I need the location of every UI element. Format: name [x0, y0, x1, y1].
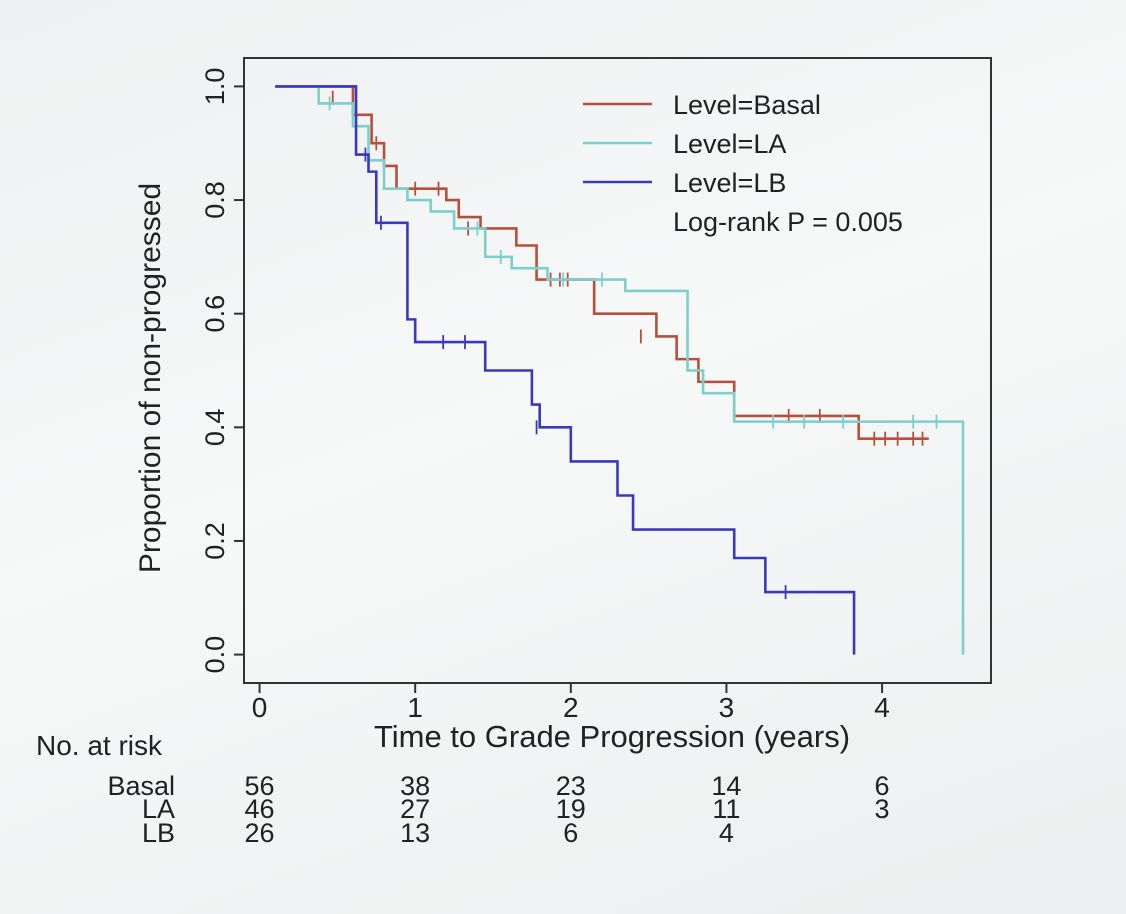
x-tick-label: 4	[874, 692, 890, 723]
risk-row-label: LB	[142, 818, 175, 848]
log-rank-annotation: Log-rank P = 0.005	[673, 207, 903, 237]
risk-row-label: Basal	[107, 771, 175, 801]
risk-count: 27	[400, 794, 430, 824]
x-axis-label: Time to Grade Progression (years)	[374, 719, 850, 754]
legend-label-2: Level=LB	[673, 168, 786, 198]
y-tick-label: 1.0	[200, 68, 230, 106]
risk-count: 11	[712, 794, 740, 824]
risk-count: 38	[400, 771, 430, 801]
risk-count: 26	[245, 818, 275, 848]
x-tick-label: 1	[407, 692, 423, 723]
axes: 0 1 2 3 4 0.0 0.2 0.4 0.6 0.8 1.0	[200, 68, 890, 723]
risk-count: 23	[556, 771, 586, 801]
series-line-0	[275, 85, 929, 440]
risk-table-title: No. at risk	[36, 730, 163, 761]
risk-count: 19	[556, 794, 586, 824]
plot-frame	[243, 57, 992, 684]
series-line-2	[275, 85, 856, 655]
y-tick-label: 0.2	[200, 522, 230, 560]
legend-label-0: Level=Basal	[673, 90, 821, 120]
series-layer	[275, 85, 965, 655]
y-tick-label: 0.0	[200, 636, 230, 674]
risk-count: 4	[719, 818, 734, 848]
risk-count: 46	[245, 794, 275, 824]
y-axis-label: Proportion of non-progressed	[134, 183, 167, 573]
legend-label-1: Level=LA	[673, 129, 786, 159]
y-tick-label: 0.8	[200, 181, 230, 219]
legend: Level=Basal Level=LA Level=LB Log-rank P = …	[583, 90, 903, 237]
series-line-1	[275, 85, 965, 655]
x-tick-label: 3	[719, 692, 735, 723]
risk-count: 14	[711, 771, 741, 801]
risk-count: 56	[245, 771, 275, 801]
risk-count: 6	[563, 818, 578, 848]
x-tick-label: 0	[252, 692, 268, 723]
risk-count: 13	[400, 818, 430, 848]
risk-row-label: LA	[142, 794, 175, 824]
x-tick-label: 2	[563, 692, 579, 723]
risk-count: 6	[875, 771, 890, 801]
risk-count: 3	[875, 794, 890, 824]
y-tick-label: 0.6	[200, 295, 230, 333]
y-tick-label: 0.4	[200, 409, 230, 447]
